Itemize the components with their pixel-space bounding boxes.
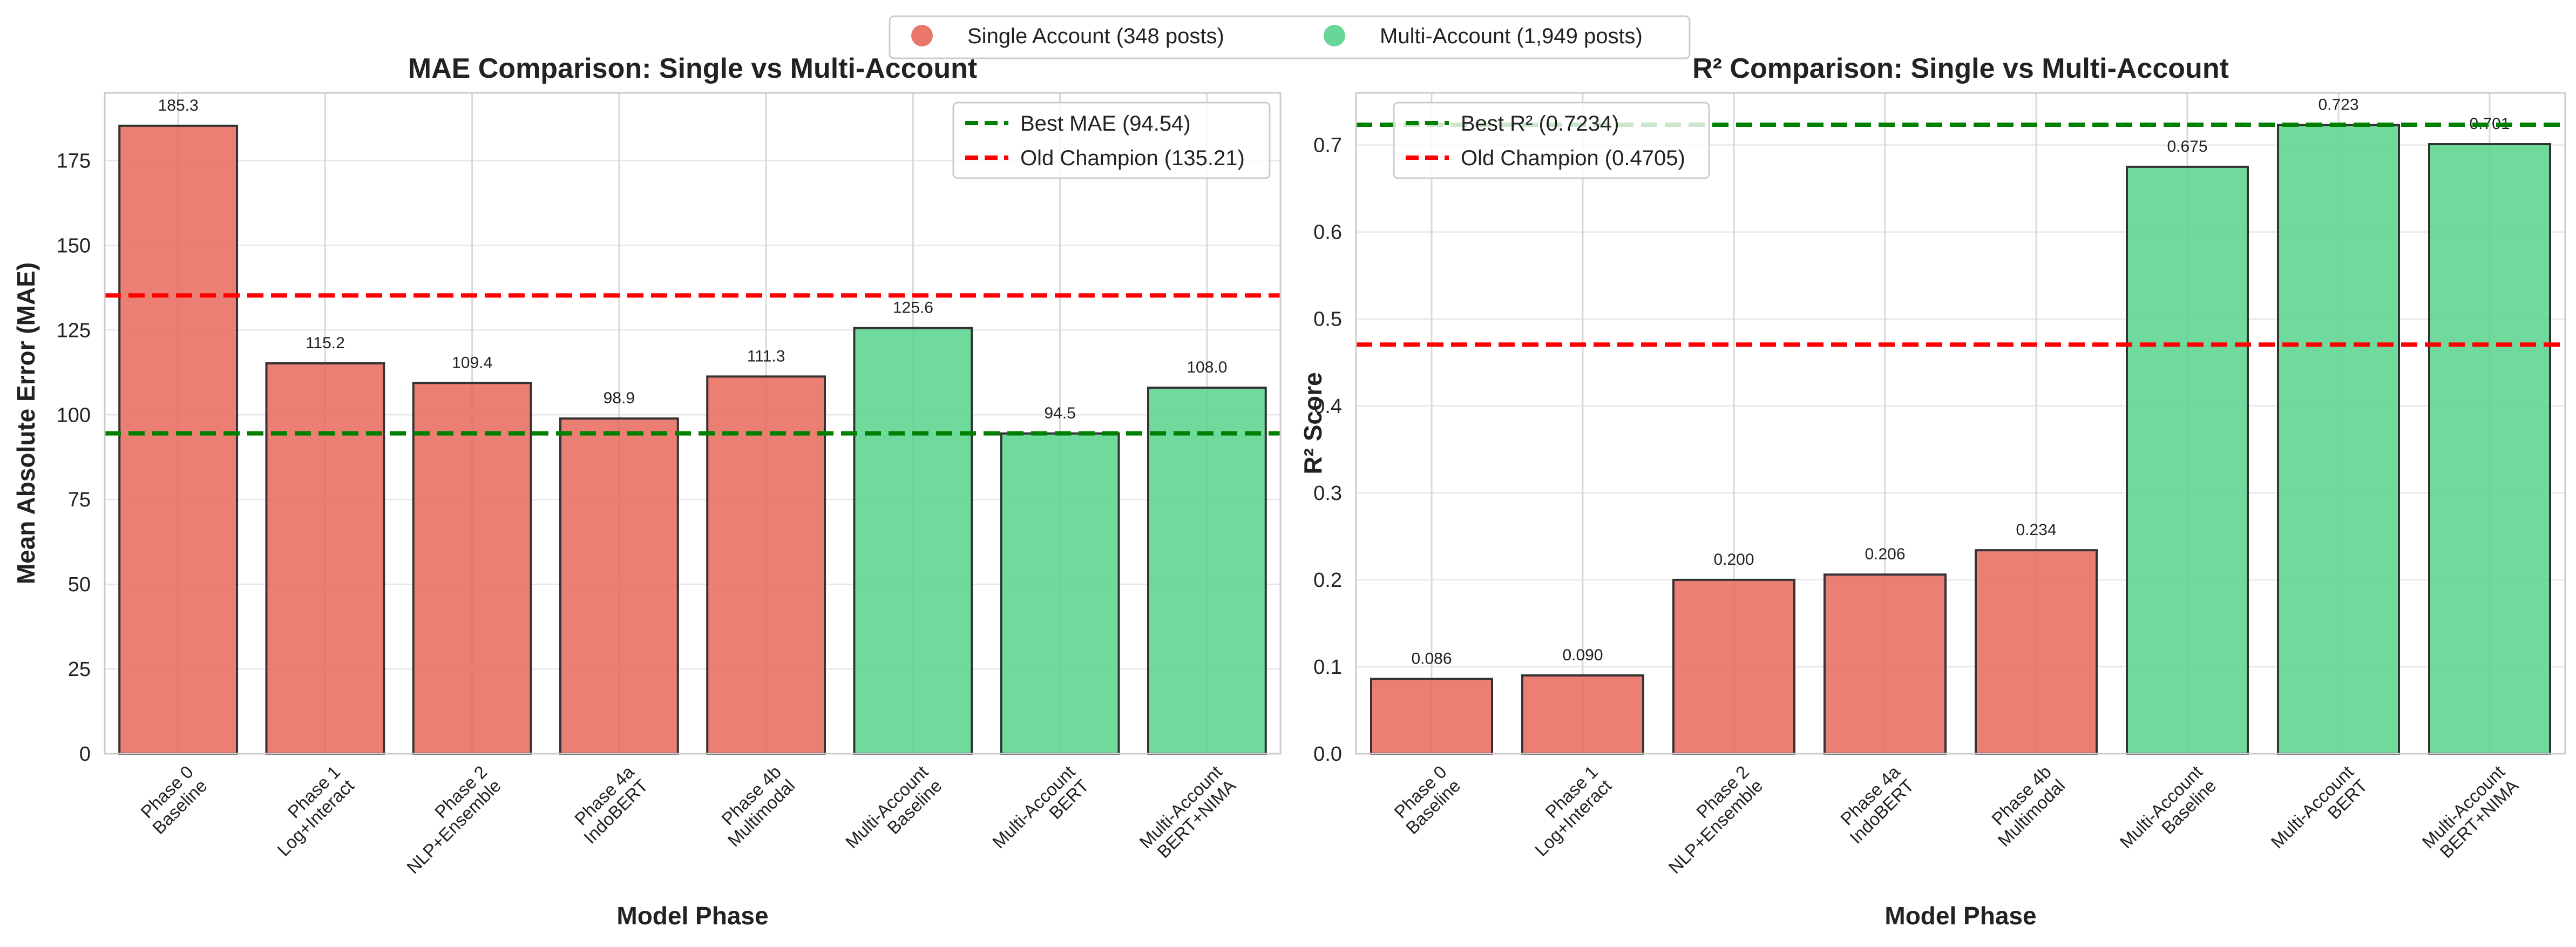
x-tick-label: Multi-AccountBERT: [2267, 762, 2371, 866]
bar-value-label: 125.6: [893, 299, 933, 317]
x-tick-label: Phase 4aIndoBERT: [1832, 761, 1918, 847]
legend-label-multi: Multi-Account (1,949 posts): [1380, 24, 1643, 48]
x-tick-label: Multi-AccountBERT+NIMA: [2418, 762, 2522, 866]
reference-legend-label: Best R² (0.7234): [1461, 112, 1619, 136]
bar-value-label: 0.200: [1713, 551, 1754, 569]
x-tick-label: Phase 1Log+Interact: [260, 762, 358, 860]
chart-title: MAE Comparison: Single vs Multi-Account: [408, 53, 978, 84]
bar-value-label: 111.3: [747, 347, 785, 365]
y-tick-label: 175: [57, 150, 91, 173]
bar: [1521, 674, 1644, 755]
bar-value-label: 94.5: [1044, 404, 1075, 422]
figure-legend-frame: [889, 15, 1691, 59]
y-tick-label: 0.2: [1313, 569, 1342, 592]
y-tick-label: 100: [57, 404, 91, 427]
x-tick-label: Phase 1Log+Interact: [1517, 762, 1615, 860]
reference-legend-frame: [1393, 102, 1710, 179]
y-tick-label: 0.6: [1313, 221, 1342, 244]
bar: [1370, 678, 1493, 755]
bar-value-label: 98.9: [604, 389, 635, 407]
x-tick-label: Phase 4bMultimodal: [710, 762, 798, 850]
x-tick-label: Phase 4bMultimodal: [1980, 762, 2069, 850]
bar: [853, 327, 973, 755]
bar-value-label: 0.234: [2016, 521, 2056, 539]
y-tick-label: 0: [79, 743, 91, 766]
y-tick-label: 0.3: [1313, 482, 1342, 505]
bar-value-label: 108.0: [1187, 358, 1227, 376]
bar-value-label: 0.723: [2318, 96, 2358, 114]
bar-value-label: 109.4: [452, 354, 492, 371]
x-tick-label: Phase 4aIndoBERT: [566, 761, 652, 847]
x-tick-label: Phase 2NLP+Ensemble: [389, 762, 505, 877]
bar: [118, 124, 239, 755]
bar: [1823, 573, 1947, 755]
y-tick-label: 0.5: [1313, 308, 1342, 331]
reference-legend-label: Old Champion (0.4705): [1461, 146, 1685, 170]
bar-value-label: 0.086: [1411, 650, 1452, 667]
x-tick-label: Multi-AccountBERT: [988, 762, 1093, 866]
bar-value-label: 0.090: [1562, 646, 1603, 664]
x-tick-label: Multi-AccountBaseline: [2116, 762, 2220, 866]
y-tick-label: 0.7: [1313, 134, 1342, 157]
reference-line-legend: Best R² (0.7234) Old Champion (0.4705): [1393, 102, 1710, 179]
bar: [1000, 432, 1120, 755]
x-tick-label: Phase 0Baseline: [134, 762, 211, 838]
bar: [2428, 143, 2551, 755]
chart-1: 185.3 115.2 109.4 98.9 111.3 125.6 94.5 108.0 0 2…: [12, 53, 1282, 930]
legend-marker-multi: [1324, 25, 1345, 46]
x-tick-label: Phase 2NLP+Ensemble: [1651, 762, 1766, 877]
reference-legend-label: Old Champion (135.21): [1020, 146, 1245, 170]
y-tick-label: 0.4: [1313, 395, 1342, 418]
bar-value-label: 185.3: [158, 97, 199, 114]
bar: [2277, 124, 2400, 755]
x-axis-title: Model Phase: [1884, 902, 2036, 930]
chart-title: R² Comparison: Single vs Multi-Account: [1692, 53, 2229, 84]
reference-legend-frame: [952, 102, 1271, 179]
x-axis-title: Model Phase: [616, 902, 768, 930]
plot-frame: [1355, 92, 2566, 755]
y-axis-title: R² Score: [1299, 372, 1327, 474]
y-tick-label: 150: [57, 234, 91, 257]
bar: [412, 382, 532, 755]
figure-legend: Single Account (348 posts) Multi-Account …: [889, 15, 1691, 59]
y-axis-title: Mean Absolute Error (MAE): [12, 262, 40, 584]
bar: [265, 362, 385, 755]
y-tick-label: 0.0: [1313, 743, 1342, 766]
bar: [1147, 387, 1267, 755]
x-tick-label: Phase 0Baseline: [1388, 762, 1464, 838]
bar: [706, 375, 826, 755]
bar: [1672, 578, 1795, 755]
plot-frame: [104, 92, 1282, 755]
legend-label-single: Single Account (348 posts): [967, 24, 1224, 48]
reference-legend-label: Best MAE (94.54): [1020, 112, 1191, 136]
bar-value-label: 115.2: [306, 334, 345, 352]
y-tick-label: 75: [68, 489, 91, 511]
y-tick-label: 50: [68, 573, 91, 596]
x-tick-label: Multi-AccountBaseline: [842, 762, 946, 866]
reference-line-legend: Best MAE (94.54) Old Champion (135.21): [952, 102, 1271, 179]
x-tick-label: Multi-AccountBERT+NIMA: [1135, 762, 1239, 866]
bar-value-label: 0.206: [1865, 545, 1905, 563]
bar: [559, 417, 679, 755]
legend-marker-single: [911, 25, 933, 46]
y-tick-label: 25: [68, 658, 91, 681]
bar: [2126, 165, 2249, 755]
y-tick-label: 125: [57, 319, 91, 342]
y-tick-label: 0.1: [1313, 656, 1342, 679]
bar: [1975, 549, 2098, 755]
bar-value-label: 0.675: [2167, 138, 2207, 155]
